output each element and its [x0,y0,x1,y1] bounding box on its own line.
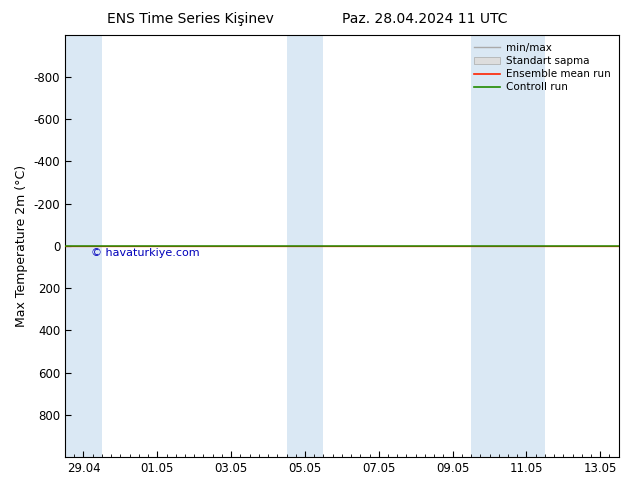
Legend: min/max, Standart sapma, Ensemble mean run, Controll run: min/max, Standart sapma, Ensemble mean r… [471,40,614,96]
Y-axis label: Max Temperature 2m (°C): Max Temperature 2m (°C) [15,165,28,327]
Text: ENS Time Series Kişinev: ENS Time Series Kişinev [107,12,274,26]
Text: © havaturkiye.com: © havaturkiye.com [91,248,200,258]
Bar [287,35,323,457]
Bar [65,35,102,457]
Bar [471,35,545,457]
Text: Paz. 28.04.2024 11 UTC: Paz. 28.04.2024 11 UTC [342,12,508,26]
